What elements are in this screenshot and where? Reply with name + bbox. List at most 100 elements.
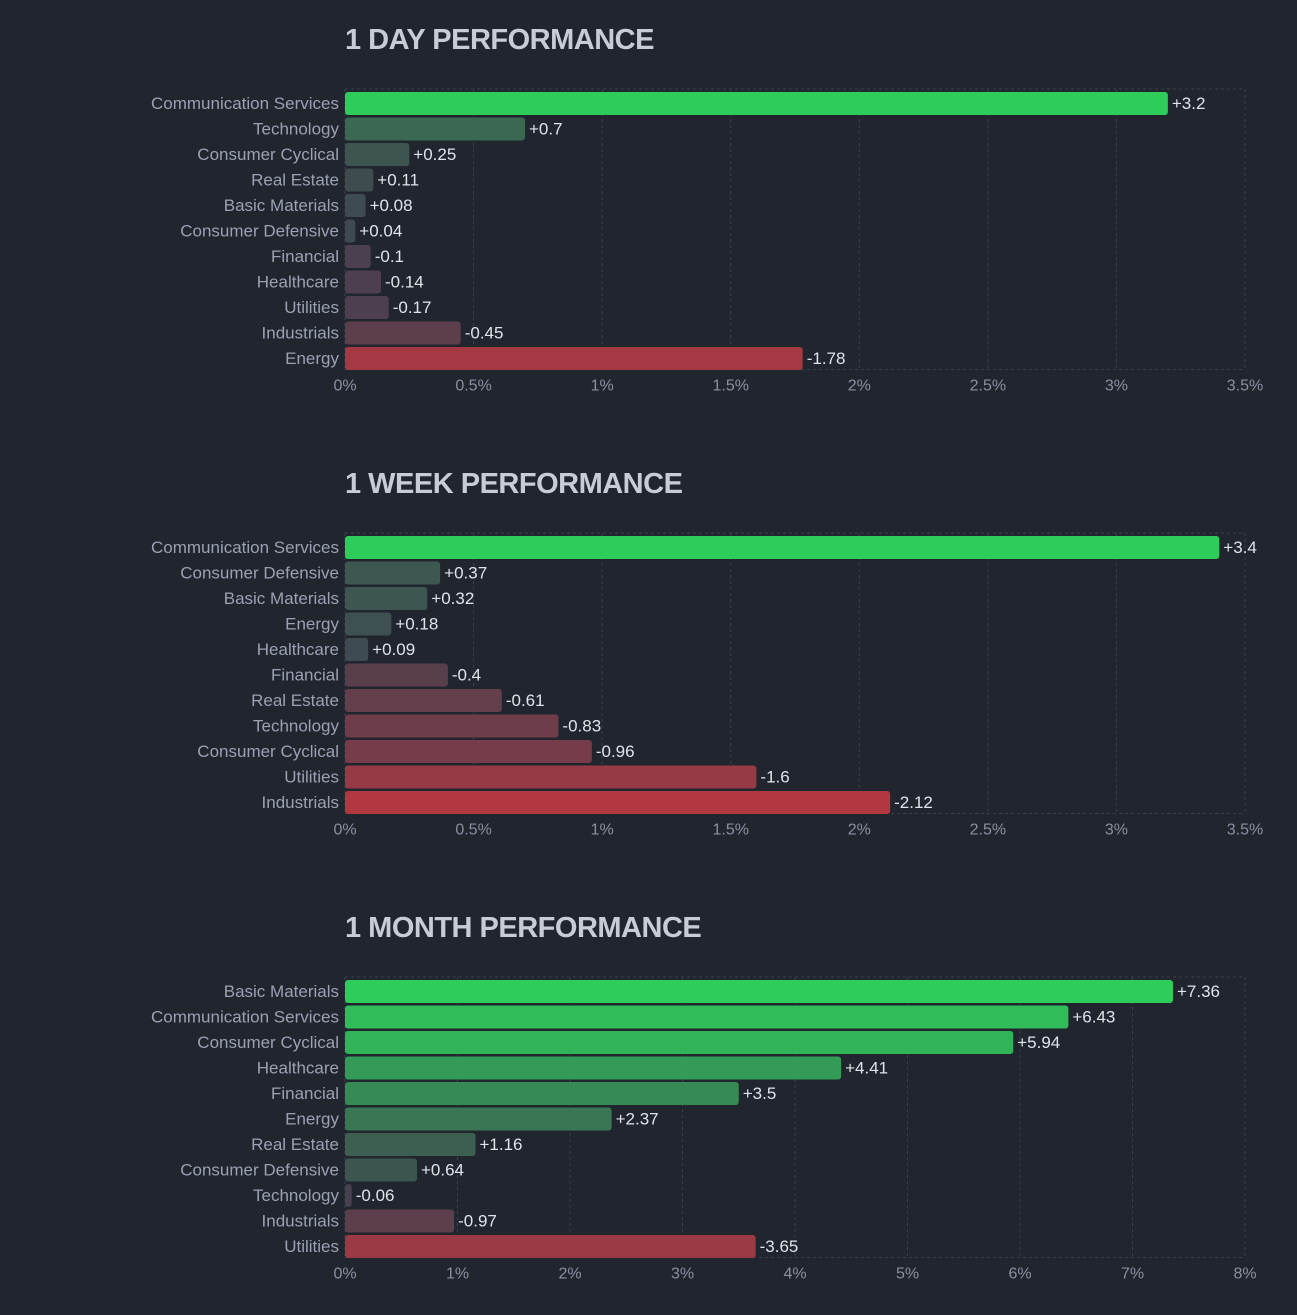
bar: [345, 117, 525, 141]
bar: [345, 1209, 455, 1233]
value-label: +0.09: [372, 640, 415, 659]
category-label: Utilities: [284, 768, 339, 787]
x-tick-label: 3.5%: [1227, 378, 1263, 395]
x-tick-label: 1%: [591, 822, 614, 839]
category-label: Industrials: [262, 324, 339, 343]
value-label: -2.12: [894, 793, 933, 812]
category-label: Real Estate: [251, 1135, 339, 1154]
x-tick-label: 1%: [446, 1266, 469, 1283]
value-label: +4.41: [845, 1059, 888, 1078]
x-tick-label: 7%: [1121, 1266, 1144, 1283]
value-label: +7.36: [1177, 982, 1220, 1001]
chart-panel-1-day: 1 DAY PERFORMANCE Communication Services…: [0, 0, 1297, 420]
bar: [345, 321, 461, 345]
bar: [345, 791, 891, 814]
x-tick-label: 5%: [896, 1266, 919, 1283]
category-label: Healthcare: [257, 1059, 339, 1078]
value-label: -1.78: [807, 349, 846, 368]
x-tick-label: 3.5%: [1227, 822, 1263, 839]
bar: [345, 270, 381, 294]
category-label: Communication Services: [151, 94, 339, 113]
bar: [345, 1158, 417, 1182]
x-tick-label: 3%: [1105, 378, 1128, 395]
x-tick-label: 0%: [333, 822, 356, 839]
value-label: +0.37: [444, 564, 487, 583]
chart-title: 1 MONTH PERFORMANCE: [345, 912, 702, 944]
category-label: Basic Materials: [224, 982, 339, 1001]
bar: [345, 1082, 739, 1105]
bar: [345, 168, 374, 192]
category-label: Basic Materials: [224, 196, 339, 215]
x-tick-label: 2%: [558, 1266, 581, 1283]
x-tick-label: 2%: [848, 378, 871, 395]
category-label: Real Estate: [251, 691, 339, 710]
category-label: Basic Materials: [224, 589, 339, 608]
value-label: +3.2: [1172, 94, 1206, 113]
value-label: -0.14: [385, 273, 424, 292]
bar: [345, 347, 803, 370]
x-tick-label: 3%: [1105, 822, 1128, 839]
category-label: Industrials: [262, 793, 339, 812]
category-label: Healthcare: [257, 640, 339, 659]
bar: [345, 765, 757, 789]
bar: [345, 245, 371, 268]
chart-panel-1-week: 1 WEEK PERFORMANCE Communication Service…: [0, 444, 1297, 864]
value-label: +3.4: [1223, 538, 1257, 557]
category-label: Industrials: [262, 1212, 339, 1231]
x-tick-label: 6%: [1008, 1266, 1031, 1283]
x-tick-label: 2.5%: [970, 822, 1006, 839]
x-tick-label: 0%: [333, 378, 356, 395]
bar: [345, 663, 448, 687]
chart-title: 1 WEEK PERFORMANCE: [345, 468, 683, 500]
value-label: +0.18: [395, 615, 438, 634]
value-label: +5.94: [1017, 1033, 1060, 1052]
category-label: Consumer Defensive: [180, 222, 339, 241]
category-label: Communication Services: [151, 538, 339, 557]
bar: [345, 1005, 1069, 1029]
value-label: +0.64: [421, 1161, 464, 1180]
category-label: Technology: [253, 717, 340, 736]
bar: [345, 1235, 756, 1258]
bar: [345, 1031, 1014, 1054]
bar: [345, 219, 356, 243]
x-tick-label: 8%: [1233, 1266, 1256, 1283]
value-label: +0.08: [370, 196, 413, 215]
category-label: Technology: [253, 1186, 340, 1205]
value-label: +0.32: [431, 589, 474, 608]
x-tick-label: 2%: [848, 822, 871, 839]
value-label: -0.4: [452, 666, 481, 685]
category-label: Energy: [285, 349, 339, 368]
bar: [345, 92, 1168, 115]
category-label: Utilities: [284, 298, 339, 317]
bar-chart-1-day: Communication Services +3.2 Technology +0.7…: [151, 88, 1263, 395]
value-label: -0.06: [356, 1186, 395, 1205]
category-label: Communication Services: [151, 1008, 339, 1027]
category-label: Real Estate: [251, 171, 339, 190]
category-label: Energy: [285, 615, 339, 634]
x-tick-label: 0.5%: [455, 378, 491, 395]
value-label: +2.37: [616, 1110, 659, 1129]
value-label: -0.17: [393, 298, 432, 317]
category-label: Technology: [253, 120, 340, 139]
category-label: Financial: [271, 247, 339, 266]
value-label: +1.16: [480, 1135, 523, 1154]
bar: [345, 1056, 842, 1080]
value-label: +0.25: [413, 145, 456, 164]
bar: [345, 1184, 352, 1207]
x-tick-label: 1.5%: [712, 822, 748, 839]
value-label: -0.83: [562, 717, 601, 736]
x-tick-label: 2.5%: [970, 378, 1006, 395]
category-label: Consumer Cyclical: [197, 145, 339, 164]
value-label: +0.04: [359, 222, 402, 241]
value-label: +0.11: [377, 171, 419, 190]
x-tick-label: 0%: [333, 1266, 356, 1283]
value-label: -0.96: [596, 742, 635, 761]
value-label: -0.97: [458, 1212, 497, 1231]
bar-chart-1-week: Communication Services +3.4 Consumer Defen…: [151, 532, 1263, 839]
bar: [345, 296, 389, 319]
x-tick-label: 3%: [671, 1266, 694, 1283]
x-tick-label: 1%: [591, 378, 614, 395]
value-label: -0.1: [375, 247, 404, 266]
category-label: Consumer Cyclical: [197, 1033, 339, 1052]
category-label: Financial: [271, 1084, 339, 1103]
